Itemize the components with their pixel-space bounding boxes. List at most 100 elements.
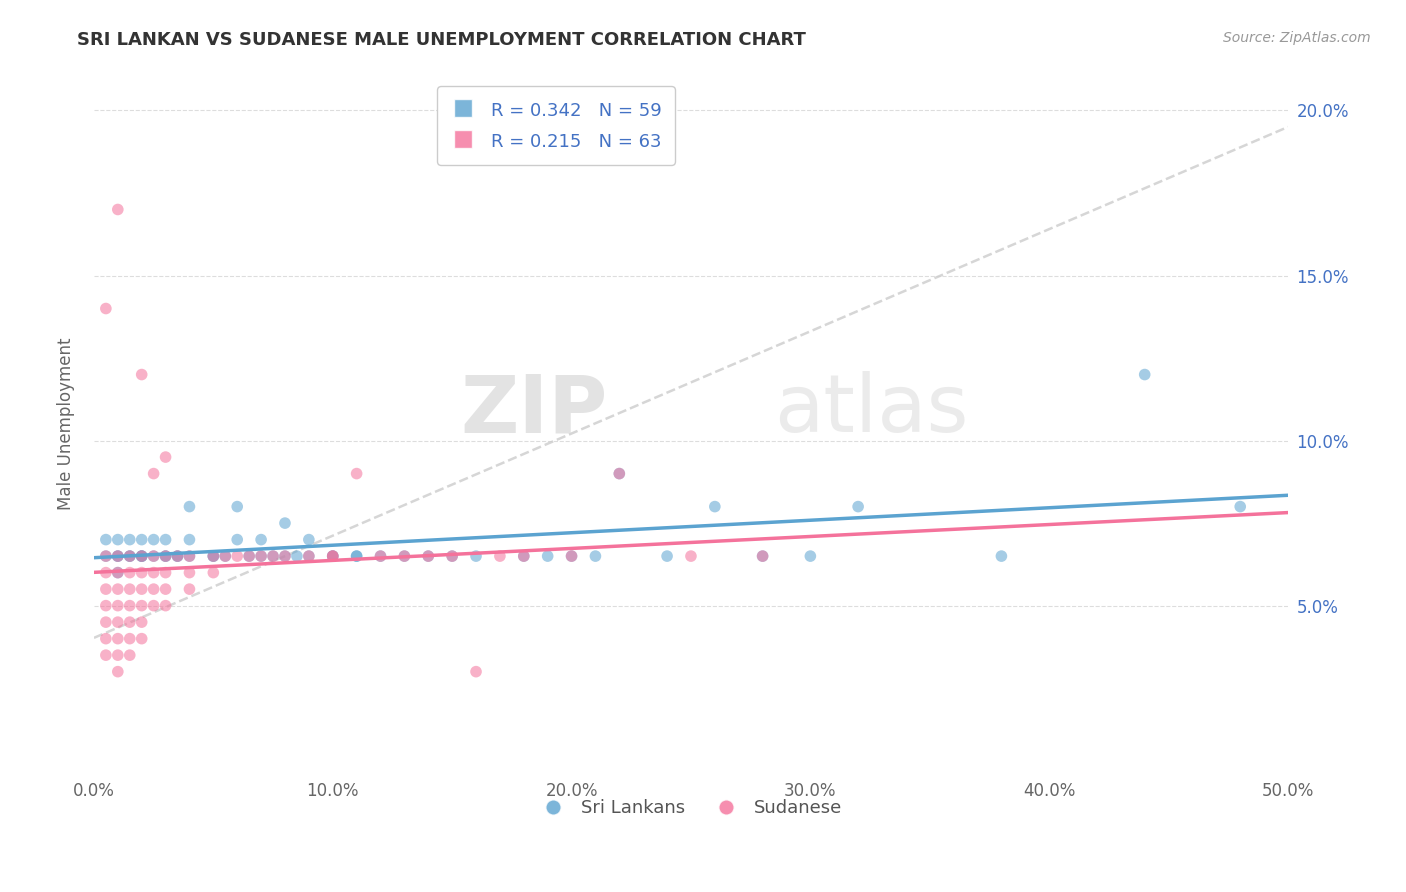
Point xyxy=(179,549,201,563)
Point xyxy=(298,549,321,563)
Point xyxy=(274,516,297,530)
Point xyxy=(131,549,153,563)
Point xyxy=(1229,500,1251,514)
Point xyxy=(441,549,464,563)
Point xyxy=(131,549,153,563)
Point xyxy=(142,599,165,613)
Point xyxy=(322,549,344,563)
Point xyxy=(107,566,129,580)
Point xyxy=(298,533,321,547)
Point xyxy=(441,549,464,563)
Point xyxy=(583,549,606,563)
Point xyxy=(179,566,201,580)
Point xyxy=(155,566,177,580)
Point xyxy=(751,549,773,563)
Point xyxy=(94,549,117,563)
Point xyxy=(394,549,416,563)
Point xyxy=(166,549,188,563)
Point xyxy=(322,549,344,563)
Point xyxy=(214,549,236,563)
Point xyxy=(155,533,177,547)
Point xyxy=(346,549,368,563)
Point xyxy=(751,549,773,563)
Point xyxy=(799,549,821,563)
Text: ZIP: ZIP xyxy=(460,371,607,450)
Point xyxy=(142,566,165,580)
Point xyxy=(846,500,869,514)
Y-axis label: Male Unemployment: Male Unemployment xyxy=(58,338,75,510)
Point xyxy=(94,615,117,629)
Point xyxy=(274,549,297,563)
Point xyxy=(94,301,117,316)
Point xyxy=(285,549,308,563)
Point xyxy=(131,549,153,563)
Point xyxy=(107,549,129,563)
Point xyxy=(202,549,225,563)
Point xyxy=(94,549,117,563)
Point xyxy=(465,665,488,679)
Point xyxy=(537,549,560,563)
Point xyxy=(298,549,321,563)
Point xyxy=(94,566,117,580)
Point xyxy=(118,549,141,563)
Point xyxy=(142,549,165,563)
Point xyxy=(238,549,260,563)
Point xyxy=(179,582,201,596)
Point xyxy=(118,648,141,662)
Point xyxy=(202,549,225,563)
Point xyxy=(346,549,368,563)
Point xyxy=(214,549,236,563)
Point xyxy=(131,566,153,580)
Point xyxy=(131,615,153,629)
Text: Source: ZipAtlas.com: Source: ZipAtlas.com xyxy=(1223,31,1371,45)
Point xyxy=(155,599,177,613)
Point xyxy=(118,549,141,563)
Point xyxy=(250,533,273,547)
Point xyxy=(250,549,273,563)
Point xyxy=(118,599,141,613)
Point xyxy=(107,549,129,563)
Point xyxy=(107,549,129,563)
Point xyxy=(655,549,678,563)
Point xyxy=(166,549,188,563)
Point xyxy=(370,549,392,563)
Point xyxy=(107,533,129,547)
Point xyxy=(226,549,249,563)
Point xyxy=(250,549,273,563)
Point xyxy=(202,566,225,580)
Point xyxy=(513,549,536,563)
Point xyxy=(107,599,129,613)
Point xyxy=(118,549,141,563)
Point xyxy=(346,467,368,481)
Point xyxy=(94,533,117,547)
Point xyxy=(202,549,225,563)
Point xyxy=(107,582,129,596)
Point xyxy=(990,549,1012,563)
Point xyxy=(370,549,392,563)
Point xyxy=(107,566,129,580)
Point xyxy=(118,566,141,580)
Point xyxy=(155,549,177,563)
Point xyxy=(262,549,284,563)
Point xyxy=(131,632,153,646)
Point xyxy=(118,615,141,629)
Point xyxy=(118,533,141,547)
Point xyxy=(489,549,512,563)
Point xyxy=(238,549,260,563)
Point xyxy=(607,467,630,481)
Legend: Sri Lankans, Sudanese: Sri Lankans, Sudanese xyxy=(533,791,849,824)
Point xyxy=(107,202,129,217)
Point xyxy=(703,500,725,514)
Point xyxy=(94,582,117,596)
Point xyxy=(94,599,117,613)
Point xyxy=(94,632,117,646)
Point xyxy=(179,500,201,514)
Point xyxy=(155,582,177,596)
Point xyxy=(1133,368,1156,382)
Text: atlas: atlas xyxy=(775,371,969,450)
Point xyxy=(465,549,488,563)
Point xyxy=(322,549,344,563)
Point xyxy=(561,549,583,563)
Point xyxy=(142,467,165,481)
Point xyxy=(679,549,702,563)
